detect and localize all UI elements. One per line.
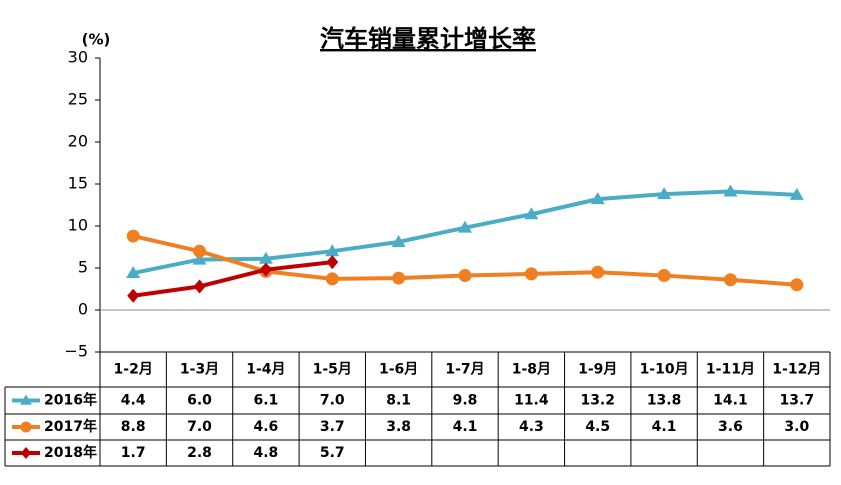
y-tick-label: 15 <box>68 174 88 193</box>
data-label: 7.0 <box>320 393 345 409</box>
marker <box>126 229 140 243</box>
x-tick-label: 1-2月 <box>114 362 153 378</box>
marker <box>392 271 406 285</box>
data-label: 6.0 <box>187 393 212 409</box>
marker <box>590 192 605 205</box>
marker <box>723 273 737 287</box>
marker <box>723 184 738 197</box>
data-label: 5.7 <box>320 445 345 461</box>
x-tick-label: 1-9月 <box>578 362 617 378</box>
x-tick-label: 1-5月 <box>313 362 352 378</box>
data-label: 3.6 <box>718 419 743 435</box>
marker <box>657 187 672 200</box>
data-label: 4.6 <box>254 419 279 435</box>
series-line <box>132 260 333 298</box>
legend-marker <box>20 447 32 459</box>
marker <box>790 278 804 292</box>
y-tick-label: 30 <box>68 48 88 67</box>
x-tick-label: 1-7月 <box>445 362 484 378</box>
y-tick-label: 5 <box>78 258 88 277</box>
data-label: 13.7 <box>780 393 815 409</box>
marker <box>325 272 339 286</box>
x-tick-label: 1-6月 <box>379 362 418 378</box>
legend-label: 2017年 <box>44 418 97 435</box>
y-tick-label: −5 <box>64 342 88 361</box>
marker <box>193 279 206 294</box>
data-label: 3.7 <box>320 419 345 435</box>
x-tick-label: 1-12月 <box>772 362 821 378</box>
marker <box>258 251 273 264</box>
data-label: 4.1 <box>652 419 677 435</box>
data-label: 4.5 <box>585 419 610 435</box>
legend-label: 2018年 <box>44 444 97 461</box>
marker <box>458 220 472 233</box>
x-tick-label: 1-11月 <box>706 362 755 378</box>
marker <box>524 267 538 281</box>
data-label: 4.3 <box>519 419 544 435</box>
data-label: 13.8 <box>647 393 682 409</box>
data-label: 3.8 <box>386 419 411 435</box>
data-label: 6.1 <box>254 393 279 409</box>
marker <box>259 262 272 277</box>
y-tick-label: 10 <box>68 216 88 235</box>
data-label: 8.8 <box>121 419 146 435</box>
x-tick-label: 1-3月 <box>180 362 219 378</box>
data-label: 11.4 <box>514 393 549 409</box>
data-label: 4.8 <box>254 445 279 461</box>
data-label: 7.0 <box>187 419 212 435</box>
y-tick-label: 0 <box>78 300 88 319</box>
data-label: 13.2 <box>580 393 615 409</box>
marker <box>127 288 140 303</box>
marker <box>591 265 605 279</box>
marker <box>326 255 339 270</box>
marker <box>789 187 804 200</box>
data-label: 1.7 <box>121 445 146 461</box>
marker <box>126 266 141 279</box>
data-label: 14.1 <box>713 393 748 409</box>
marker <box>458 269 472 283</box>
marker <box>192 252 207 265</box>
y-tick-label: 25 <box>68 90 88 109</box>
x-tick-label: 1-10月 <box>640 362 689 378</box>
marker <box>657 269 671 283</box>
data-label: 8.1 <box>386 393 411 409</box>
data-label: 9.8 <box>453 393 478 409</box>
marker <box>193 244 207 258</box>
data-label: 3.0 <box>784 419 809 435</box>
legend-marker <box>20 421 32 433</box>
x-tick-label: 1-8月 <box>512 362 551 378</box>
data-label: 4.1 <box>453 419 478 435</box>
y-tick-label: 20 <box>68 132 88 151</box>
legend-marker <box>20 394 32 405</box>
marker <box>391 234 406 247</box>
legend-label: 2016年 <box>44 392 97 409</box>
marker <box>524 207 539 220</box>
x-tick-label: 1-4月 <box>246 362 285 378</box>
data-label: 2.8 <box>187 445 212 461</box>
chart-title: 汽车销量累计增长率 <box>320 25 536 53</box>
marker <box>325 244 340 257</box>
y-axis-label: (%) <box>82 31 111 49</box>
data-label: 4.4 <box>121 393 146 409</box>
